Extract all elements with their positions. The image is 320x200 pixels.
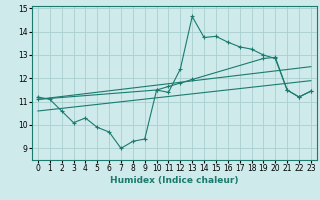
X-axis label: Humidex (Indice chaleur): Humidex (Indice chaleur) bbox=[110, 176, 239, 185]
